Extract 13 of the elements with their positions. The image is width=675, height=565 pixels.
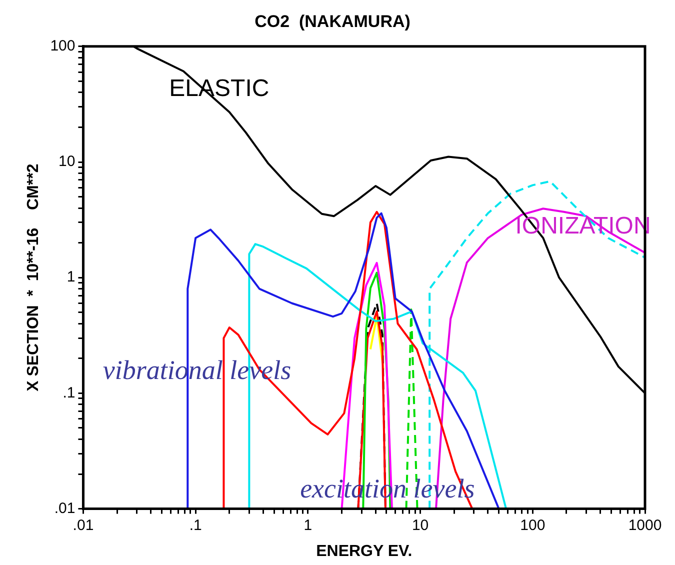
y-tick-label: 10 bbox=[58, 153, 76, 170]
x-tick-label: 1 bbox=[304, 516, 312, 534]
x-tick-label: 1000 bbox=[628, 516, 662, 534]
x-tick-label: 10 bbox=[412, 516, 429, 534]
x-tick-label: .1 bbox=[189, 516, 202, 534]
y-tick-label: 1 bbox=[66, 268, 76, 286]
x-tick-label: 100 bbox=[520, 516, 546, 534]
x-axis-title: ENERGY EV. bbox=[316, 542, 412, 560]
y-tick-label: .1 bbox=[62, 384, 76, 402]
chart-title: CO2 (NAKAMURA) bbox=[254, 12, 410, 31]
y-tick-label: 100 bbox=[50, 38, 76, 55]
y-axis-title: X SECTION * 10**-16 CM**2 bbox=[25, 164, 42, 392]
y-tick-label: .01 bbox=[54, 500, 76, 517]
